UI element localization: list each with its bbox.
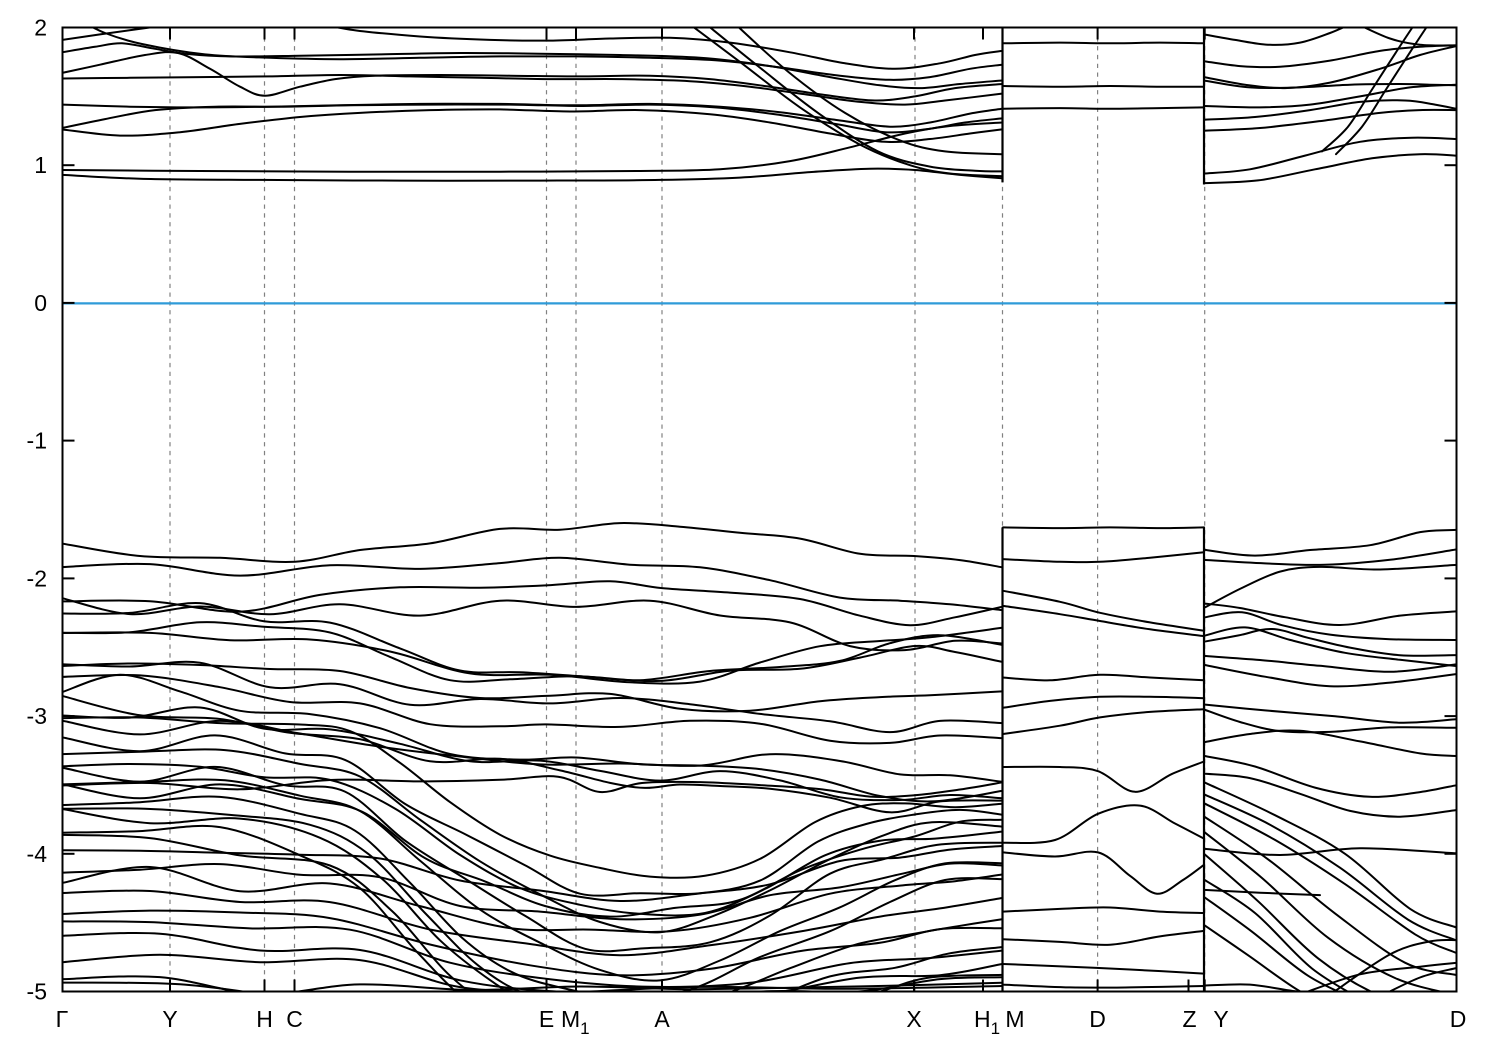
- svg-text:Y: Y: [1213, 1006, 1228, 1032]
- svg-text:0: 0: [34, 290, 47, 316]
- svg-text:Y: Y: [162, 1006, 177, 1032]
- svg-text:C: C: [286, 1006, 303, 1032]
- svg-text:-3: -3: [27, 703, 47, 729]
- svg-text:1: 1: [34, 152, 47, 178]
- svg-text:H: H: [256, 1006, 273, 1032]
- svg-text:D: D: [1089, 1006, 1106, 1032]
- svg-text:Z: Z: [1182, 1006, 1196, 1032]
- svg-text:-2: -2: [27, 565, 47, 591]
- svg-text:Γ: Γ: [56, 1006, 69, 1032]
- svg-text:2: 2: [34, 15, 47, 41]
- svg-text:-5: -5: [27, 979, 47, 1005]
- svg-text:-1: -1: [27, 428, 47, 454]
- svg-text:-4: -4: [27, 841, 48, 867]
- svg-text:X: X: [906, 1006, 921, 1032]
- svg-text:A: A: [654, 1006, 670, 1032]
- svg-text:D: D: [1450, 1006, 1467, 1032]
- svg-text:E: E: [539, 1006, 554, 1032]
- svg-text:M: M: [1005, 1006, 1024, 1032]
